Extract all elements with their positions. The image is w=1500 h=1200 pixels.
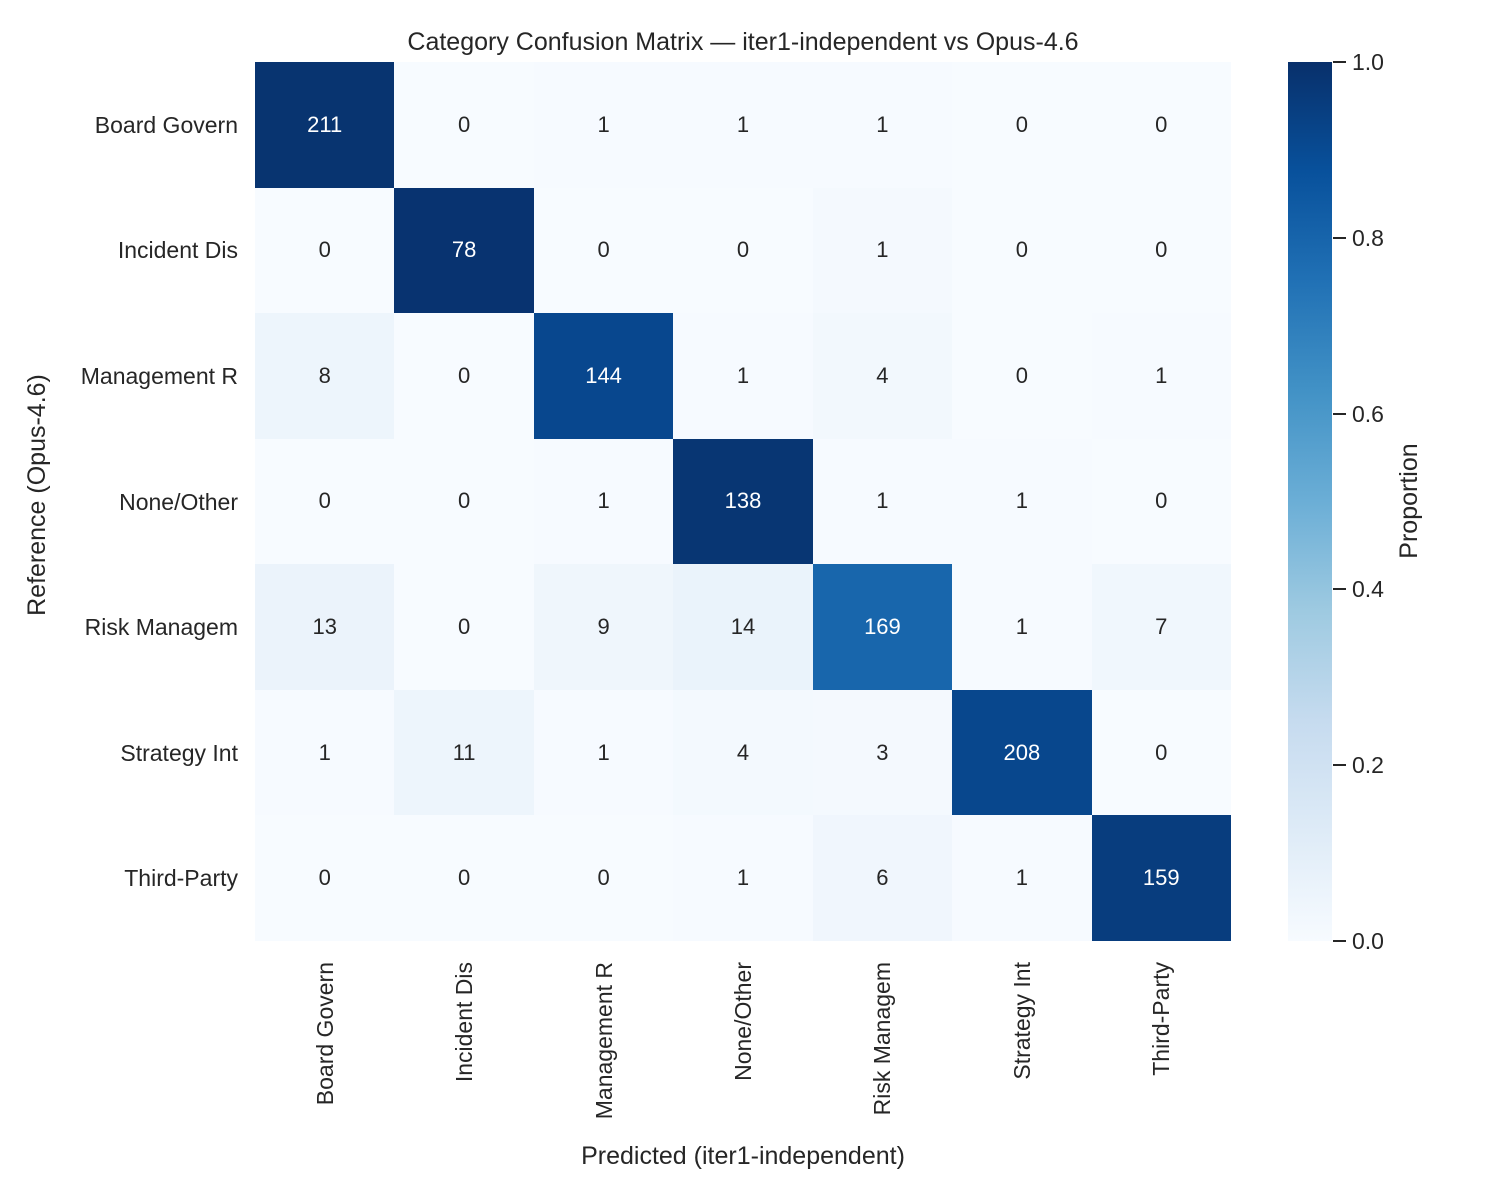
heatmap-cell: 14 — [673, 564, 813, 690]
x-tick-label: Risk Managem — [869, 962, 896, 1116]
colorbar-tick-mark — [1333, 764, 1346, 767]
heatmap-cell: 0 — [1091, 62, 1231, 188]
colorbar-tick-mark — [1333, 412, 1346, 415]
heatmap-cell: 1 — [673, 815, 813, 941]
heatmap-cell: 1 — [952, 815, 1092, 941]
heatmap-cell: 1 — [1091, 313, 1231, 439]
heatmap-cell: 0 — [255, 438, 395, 565]
heatmap-cell: 1 — [533, 62, 674, 188]
heatmap-cell: 159 — [1091, 815, 1231, 941]
heatmap-cell: 4 — [812, 313, 953, 439]
heatmap-cell: 3 — [812, 689, 953, 816]
x-tick-label: None/Other — [730, 962, 756, 1081]
colorbar-label: Proportion — [1395, 443, 1423, 559]
heatmap-cell: 1 — [952, 564, 1092, 690]
heatmap-cell: 208 — [952, 689, 1092, 816]
heatmap-cell: 0 — [394, 815, 534, 941]
heatmap-cell: 9 — [533, 564, 674, 690]
y-tick-label: Incident Dis — [117, 237, 238, 264]
heatmap-cell: 0 — [394, 438, 534, 565]
heatmap-cell: 0 — [673, 187, 813, 314]
x-tick-label: Third-Party — [1148, 962, 1175, 1076]
y-tick-label: Board Govern — [94, 111, 238, 138]
heatmap-cell: 211 — [255, 62, 395, 188]
heatmap-cell: 0 — [533, 187, 674, 314]
heatmap-cell: 0 — [1091, 187, 1231, 314]
heatmap-cell: 1 — [673, 62, 813, 188]
colorbar-tick-mark — [1333, 236, 1346, 239]
heatmap-cell: 0 — [1091, 689, 1231, 816]
heatmap-cell: 0 — [952, 62, 1092, 188]
y-tick-label: Management R — [80, 362, 238, 389]
heatmap-cell: 1 — [812, 187, 953, 314]
heatmap-cell: 0 — [952, 313, 1092, 439]
heatmap-cell: 0 — [533, 815, 674, 941]
heatmap-cell: 0 — [952, 187, 1092, 314]
y-tick-label: Risk Managem — [84, 614, 238, 641]
heatmap-cell: 1 — [255, 689, 395, 816]
colorbar-tick-mark — [1333, 61, 1346, 63]
colorbar-gradient — [1288, 62, 1332, 941]
heatmap-cell: 1 — [533, 689, 674, 816]
heatmap-cell: 78 — [394, 187, 534, 314]
colorbar-tick-mark — [1333, 940, 1346, 942]
heatmap-cell: 1 — [812, 62, 953, 188]
heatmap-cell: 8 — [255, 313, 395, 439]
heatmap-cell: 4 — [673, 689, 813, 816]
heatmap-cell: 13 — [255, 564, 395, 690]
x-tick-label: Management R — [590, 962, 617, 1120]
x-tick-label: Incident Dis — [451, 962, 478, 1083]
heatmap-cell: 1 — [952, 438, 1092, 565]
heatmap-cell: 7 — [1091, 564, 1231, 690]
heatmap-cell: 0 — [255, 187, 395, 314]
colorbar-tick-mark — [1333, 588, 1346, 591]
heatmap-grid: 211 0 1 1 1 0 0 0 78 0 0 1 0 0 8 0 144 1 4 0 1 0 0 1 138 1 1 0 13 0 9 1… — [255, 62, 1231, 941]
heatmap-cell: 0 — [1091, 438, 1231, 565]
heatmap-cell: 169 — [812, 564, 953, 690]
heatmap-cell: 0 — [394, 62, 534, 188]
heatmap-cell: 11 — [394, 689, 534, 816]
y-tick-label: Strategy Int — [120, 739, 238, 766]
y-tick-label: None/Other — [119, 488, 238, 515]
colorbar-tick-label: 0.0 — [1352, 928, 1384, 954]
heatmap-cell: 144 — [533, 313, 674, 439]
x-tick-label: Strategy Int — [1008, 962, 1035, 1080]
heatmap-cell: 6 — [812, 815, 953, 941]
heatmap-cell: 138 — [673, 438, 813, 565]
heatmap-cell: 0 — [394, 313, 534, 439]
colorbar-tick-label: 0.2 — [1352, 752, 1384, 779]
colorbar-tick-label: 0.6 — [1352, 400, 1384, 427]
x-axis-label: Predicted (iter1-independent) — [581, 1142, 905, 1170]
x-tick-label: Board Govern — [311, 962, 338, 1106]
heatmap-cell: 1 — [533, 438, 674, 565]
heatmap-cell: 1 — [812, 438, 953, 565]
colorbar-tick-label: 0.4 — [1352, 576, 1384, 603]
chart-title: Category Confusion Matrix — iter1-indepe… — [407, 28, 1079, 56]
heatmap-cell: 1 — [673, 313, 813, 439]
colorbar-tick-label: 1.0 — [1352, 49, 1384, 75]
heatmap-cell: 0 — [394, 564, 534, 690]
colorbar-tick-label: 0.8 — [1352, 224, 1384, 251]
heatmap-cell: 0 — [255, 815, 395, 941]
y-tick-label: Third-Party — [124, 865, 238, 892]
